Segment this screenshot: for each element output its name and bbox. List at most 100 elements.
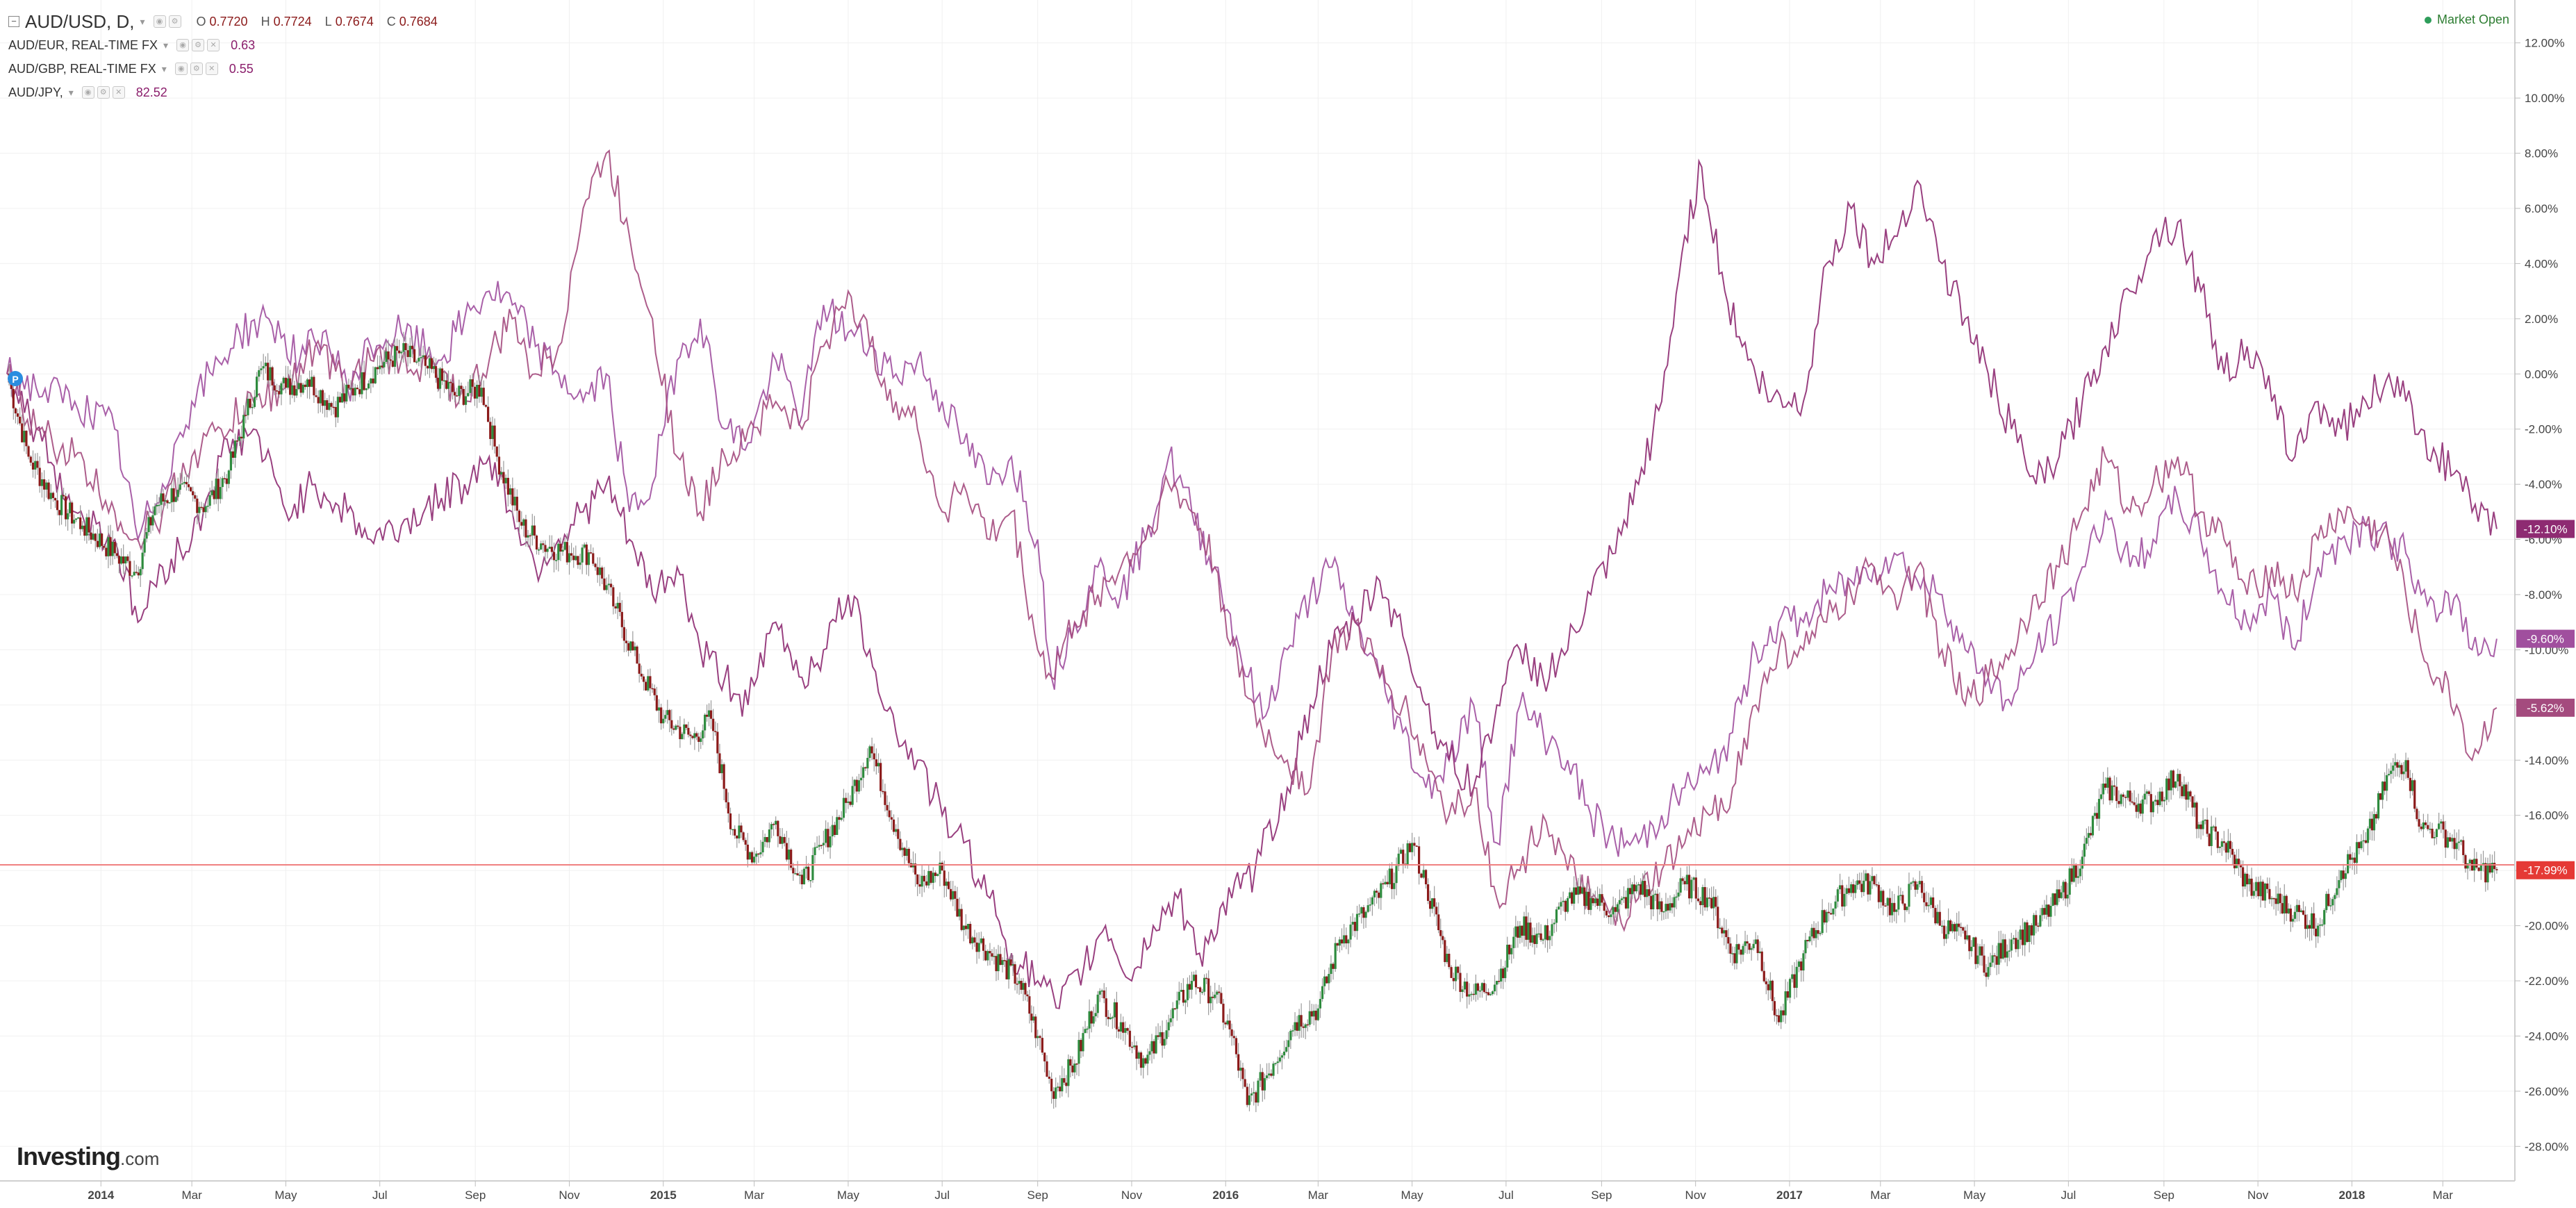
candle-body	[870, 746, 873, 754]
candle-body	[875, 759, 877, 767]
legend-main-symbol[interactable]: AUD/USD, D,	[25, 10, 135, 32]
candle-body	[2406, 760, 2409, 778]
candle-body	[557, 543, 560, 561]
candle-body	[563, 542, 566, 550]
candle-body	[2193, 802, 2196, 808]
legend-compare-symbol[interactable]: AUD/JPY,	[8, 85, 63, 99]
candle-body	[1270, 1073, 1273, 1076]
candle-body	[1940, 925, 1944, 927]
candle-body	[1018, 981, 1021, 984]
candle-body	[884, 791, 886, 805]
candle-body	[395, 346, 399, 351]
candle-body	[685, 724, 688, 728]
candle-body	[1758, 951, 1761, 953]
candle-body	[1173, 1008, 1176, 1009]
candle-body	[1838, 885, 1842, 890]
chevron-down-icon[interactable]: ▾	[140, 15, 145, 27]
candle-body	[1457, 966, 1460, 973]
collapse-icon[interactable]: −	[8, 16, 19, 27]
candle-body	[92, 533, 94, 540]
y-axis[interactable]: 12.00% 10.00% 8.00% 6.00% 4.00% 2.00% 0.00% -2.…	[2515, 37, 2568, 1154]
candle-body	[166, 500, 169, 504]
candle-body	[64, 496, 67, 520]
candle-body	[1459, 973, 1462, 992]
candle-body	[2346, 854, 2350, 874]
candle-body	[1212, 996, 1214, 998]
candle-body	[1128, 1030, 1131, 1047]
close-icon[interactable]: ✕	[205, 63, 218, 75]
candle-body	[1144, 1058, 1147, 1064]
candle-body	[1291, 1030, 1294, 1032]
candle-body	[954, 891, 957, 899]
close-icon[interactable]: ✕	[207, 39, 220, 51]
candle-body	[2032, 915, 2036, 936]
x-axis[interactable]: 2014 Mar May Jul Sep Nov 2015 Mar May Jul Sep Nov 20…	[88, 1181, 2453, 1202]
eye-icon[interactable]: ◉	[153, 15, 166, 28]
candle-body	[402, 342, 405, 352]
candle-body	[577, 556, 579, 565]
candle-body	[1997, 943, 2000, 965]
candle-body	[731, 829, 734, 831]
eye-icon[interactable]: ◉	[176, 39, 190, 51]
candle-body	[1662, 911, 1665, 913]
candle-body	[129, 561, 131, 576]
legend-compare-buttons: ◉ ⚙ ✕	[81, 86, 125, 99]
candle-body	[697, 736, 700, 743]
candle-body	[1026, 994, 1029, 997]
candle-body	[1932, 897, 1935, 909]
candle-body	[1504, 967, 1507, 979]
candle-body	[2364, 840, 2368, 843]
close-icon[interactable]: ✕	[112, 86, 125, 99]
candle-body	[1780, 1010, 1783, 1023]
x-tick-label: Mar	[744, 1189, 765, 1202]
candle-body	[903, 847, 906, 857]
candle-body	[605, 585, 608, 590]
candle-body	[683, 724, 686, 734]
candle-body	[1395, 866, 1398, 884]
candle-body	[991, 953, 993, 957]
settings-icon[interactable]: ⚙	[168, 15, 181, 28]
candle-body	[34, 461, 37, 470]
eye-icon[interactable]: ◉	[81, 86, 94, 99]
candle-body	[31, 463, 35, 470]
candle-body	[768, 829, 770, 843]
settings-icon[interactable]: ⚙	[97, 86, 110, 99]
candle-body	[1364, 911, 1367, 918]
candle-body	[2189, 791, 2192, 797]
candle-body	[453, 392, 456, 396]
candle-body	[772, 824, 775, 825]
candle-body	[2222, 841, 2225, 843]
candle-body	[51, 493, 55, 498]
candle-body	[1124, 1028, 1127, 1033]
candle-body	[1198, 987, 1202, 993]
chevron-down-icon[interactable]: ▾	[163, 39, 169, 51]
candle-body	[757, 853, 760, 855]
candle-body	[415, 361, 418, 363]
legend-compare-value: 82.52	[135, 85, 167, 99]
candle-body	[2206, 819, 2208, 834]
legend-compare-symbol[interactable]: AUD/EUR, REAL-TIME FX	[8, 38, 158, 52]
candle-body	[693, 733, 696, 738]
settings-icon[interactable]: ⚙	[190, 63, 203, 75]
candle-body	[2244, 873, 2247, 887]
candle-body	[1500, 968, 1503, 982]
candle-body	[796, 873, 799, 876]
legend-compare-symbol[interactable]: AUD/GBP, REAL-TIME FX	[8, 61, 156, 76]
candle-body	[278, 390, 281, 395]
candle-body	[2006, 951, 2008, 958]
candle-body	[2486, 863, 2489, 883]
candle-body	[1788, 979, 1792, 998]
chevron-down-icon[interactable]: ▾	[161, 63, 167, 74]
candle-body	[986, 951, 989, 961]
candle-body	[2453, 838, 2456, 850]
candle-body	[1274, 1063, 1277, 1064]
chevron-down-icon[interactable]: ▾	[68, 86, 74, 98]
candle-body	[1558, 907, 1560, 910]
candle-body	[1773, 1001, 1776, 1016]
candle-body	[2266, 883, 2269, 889]
candle-body	[2422, 822, 2425, 829]
eye-icon[interactable]: ◉	[174, 63, 188, 75]
candle-body	[187, 484, 190, 488]
settings-icon[interactable]: ⚙	[192, 39, 205, 51]
